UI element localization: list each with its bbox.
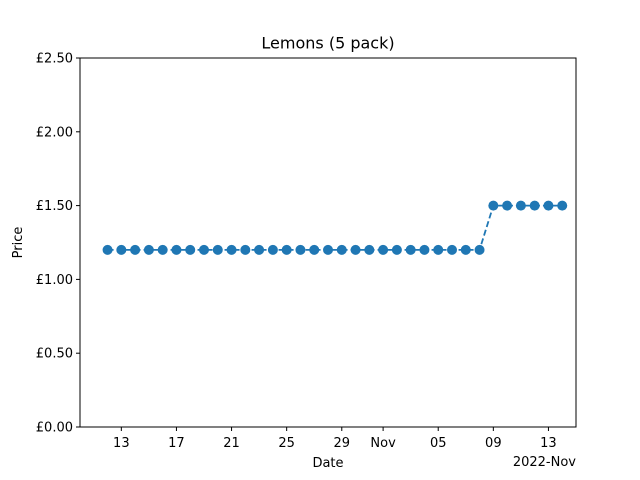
data-point xyxy=(474,244,485,255)
x-tick-label: 09 xyxy=(485,436,502,451)
x-tick-label: Nov xyxy=(370,436,396,451)
x-axis-ticks: 13 17 21 25 29 Nov 05 09 13 xyxy=(113,427,557,451)
y-tick-label: £0.50 xyxy=(36,347,73,362)
data-point xyxy=(212,244,223,255)
data-point xyxy=(336,244,347,255)
data-point xyxy=(405,244,416,255)
data-point xyxy=(309,244,320,255)
data-series xyxy=(102,200,568,255)
y-tick-label: £1.50 xyxy=(36,199,73,214)
plot-area xyxy=(80,58,576,427)
x-tick-label: 13 xyxy=(540,436,557,451)
data-point xyxy=(226,244,237,255)
plot-frame xyxy=(79,57,577,428)
data-point xyxy=(502,200,513,211)
data-point xyxy=(488,200,499,211)
data-point xyxy=(460,244,471,255)
data-point xyxy=(171,244,182,255)
data-point xyxy=(199,244,209,255)
data-point xyxy=(419,244,430,255)
data-point xyxy=(281,244,292,255)
data-point xyxy=(143,244,154,255)
data-point xyxy=(254,244,265,255)
y-tick-label: £2.00 xyxy=(36,125,73,140)
data-point xyxy=(391,244,402,255)
data-point xyxy=(130,244,141,255)
x-tick-label: 17 xyxy=(168,436,185,451)
data-point xyxy=(543,200,554,211)
data-point xyxy=(295,244,306,255)
data-point xyxy=(185,244,196,255)
data-point xyxy=(116,244,127,255)
x-tick-label: 21 xyxy=(223,436,240,451)
x-tick-label: 29 xyxy=(334,436,351,451)
x-tick-label: 05 xyxy=(430,436,447,451)
x-axis-label: Date xyxy=(312,456,343,471)
y-tick-label: £2.50 xyxy=(36,52,73,67)
y-axis-ticks: £0.00 £0.50 £1.00 £1.50 £2.00 £2.50 xyxy=(36,52,80,436)
y-tick-label: £1.00 xyxy=(36,273,73,288)
x-tick-label: 25 xyxy=(278,436,295,451)
x-tick-label: 13 xyxy=(113,436,130,451)
y-tick-label: £0.00 xyxy=(36,421,73,436)
data-point xyxy=(240,244,251,255)
data-point xyxy=(157,244,168,255)
data-point xyxy=(433,244,444,255)
data-point xyxy=(515,200,526,211)
data-point xyxy=(364,244,375,255)
data-point xyxy=(447,244,457,255)
data-point xyxy=(350,244,361,255)
data-point xyxy=(267,244,278,255)
chart-title: Lemons (5 pack) xyxy=(261,34,394,53)
series-line xyxy=(107,204,563,251)
data-point xyxy=(529,200,540,211)
data-point xyxy=(102,244,113,255)
data-point xyxy=(557,200,568,211)
data-point xyxy=(378,244,389,255)
data-point xyxy=(323,244,333,255)
x-axis-offset-label: 2022-Nov xyxy=(513,455,576,470)
y-axis-label: Price xyxy=(11,227,26,259)
